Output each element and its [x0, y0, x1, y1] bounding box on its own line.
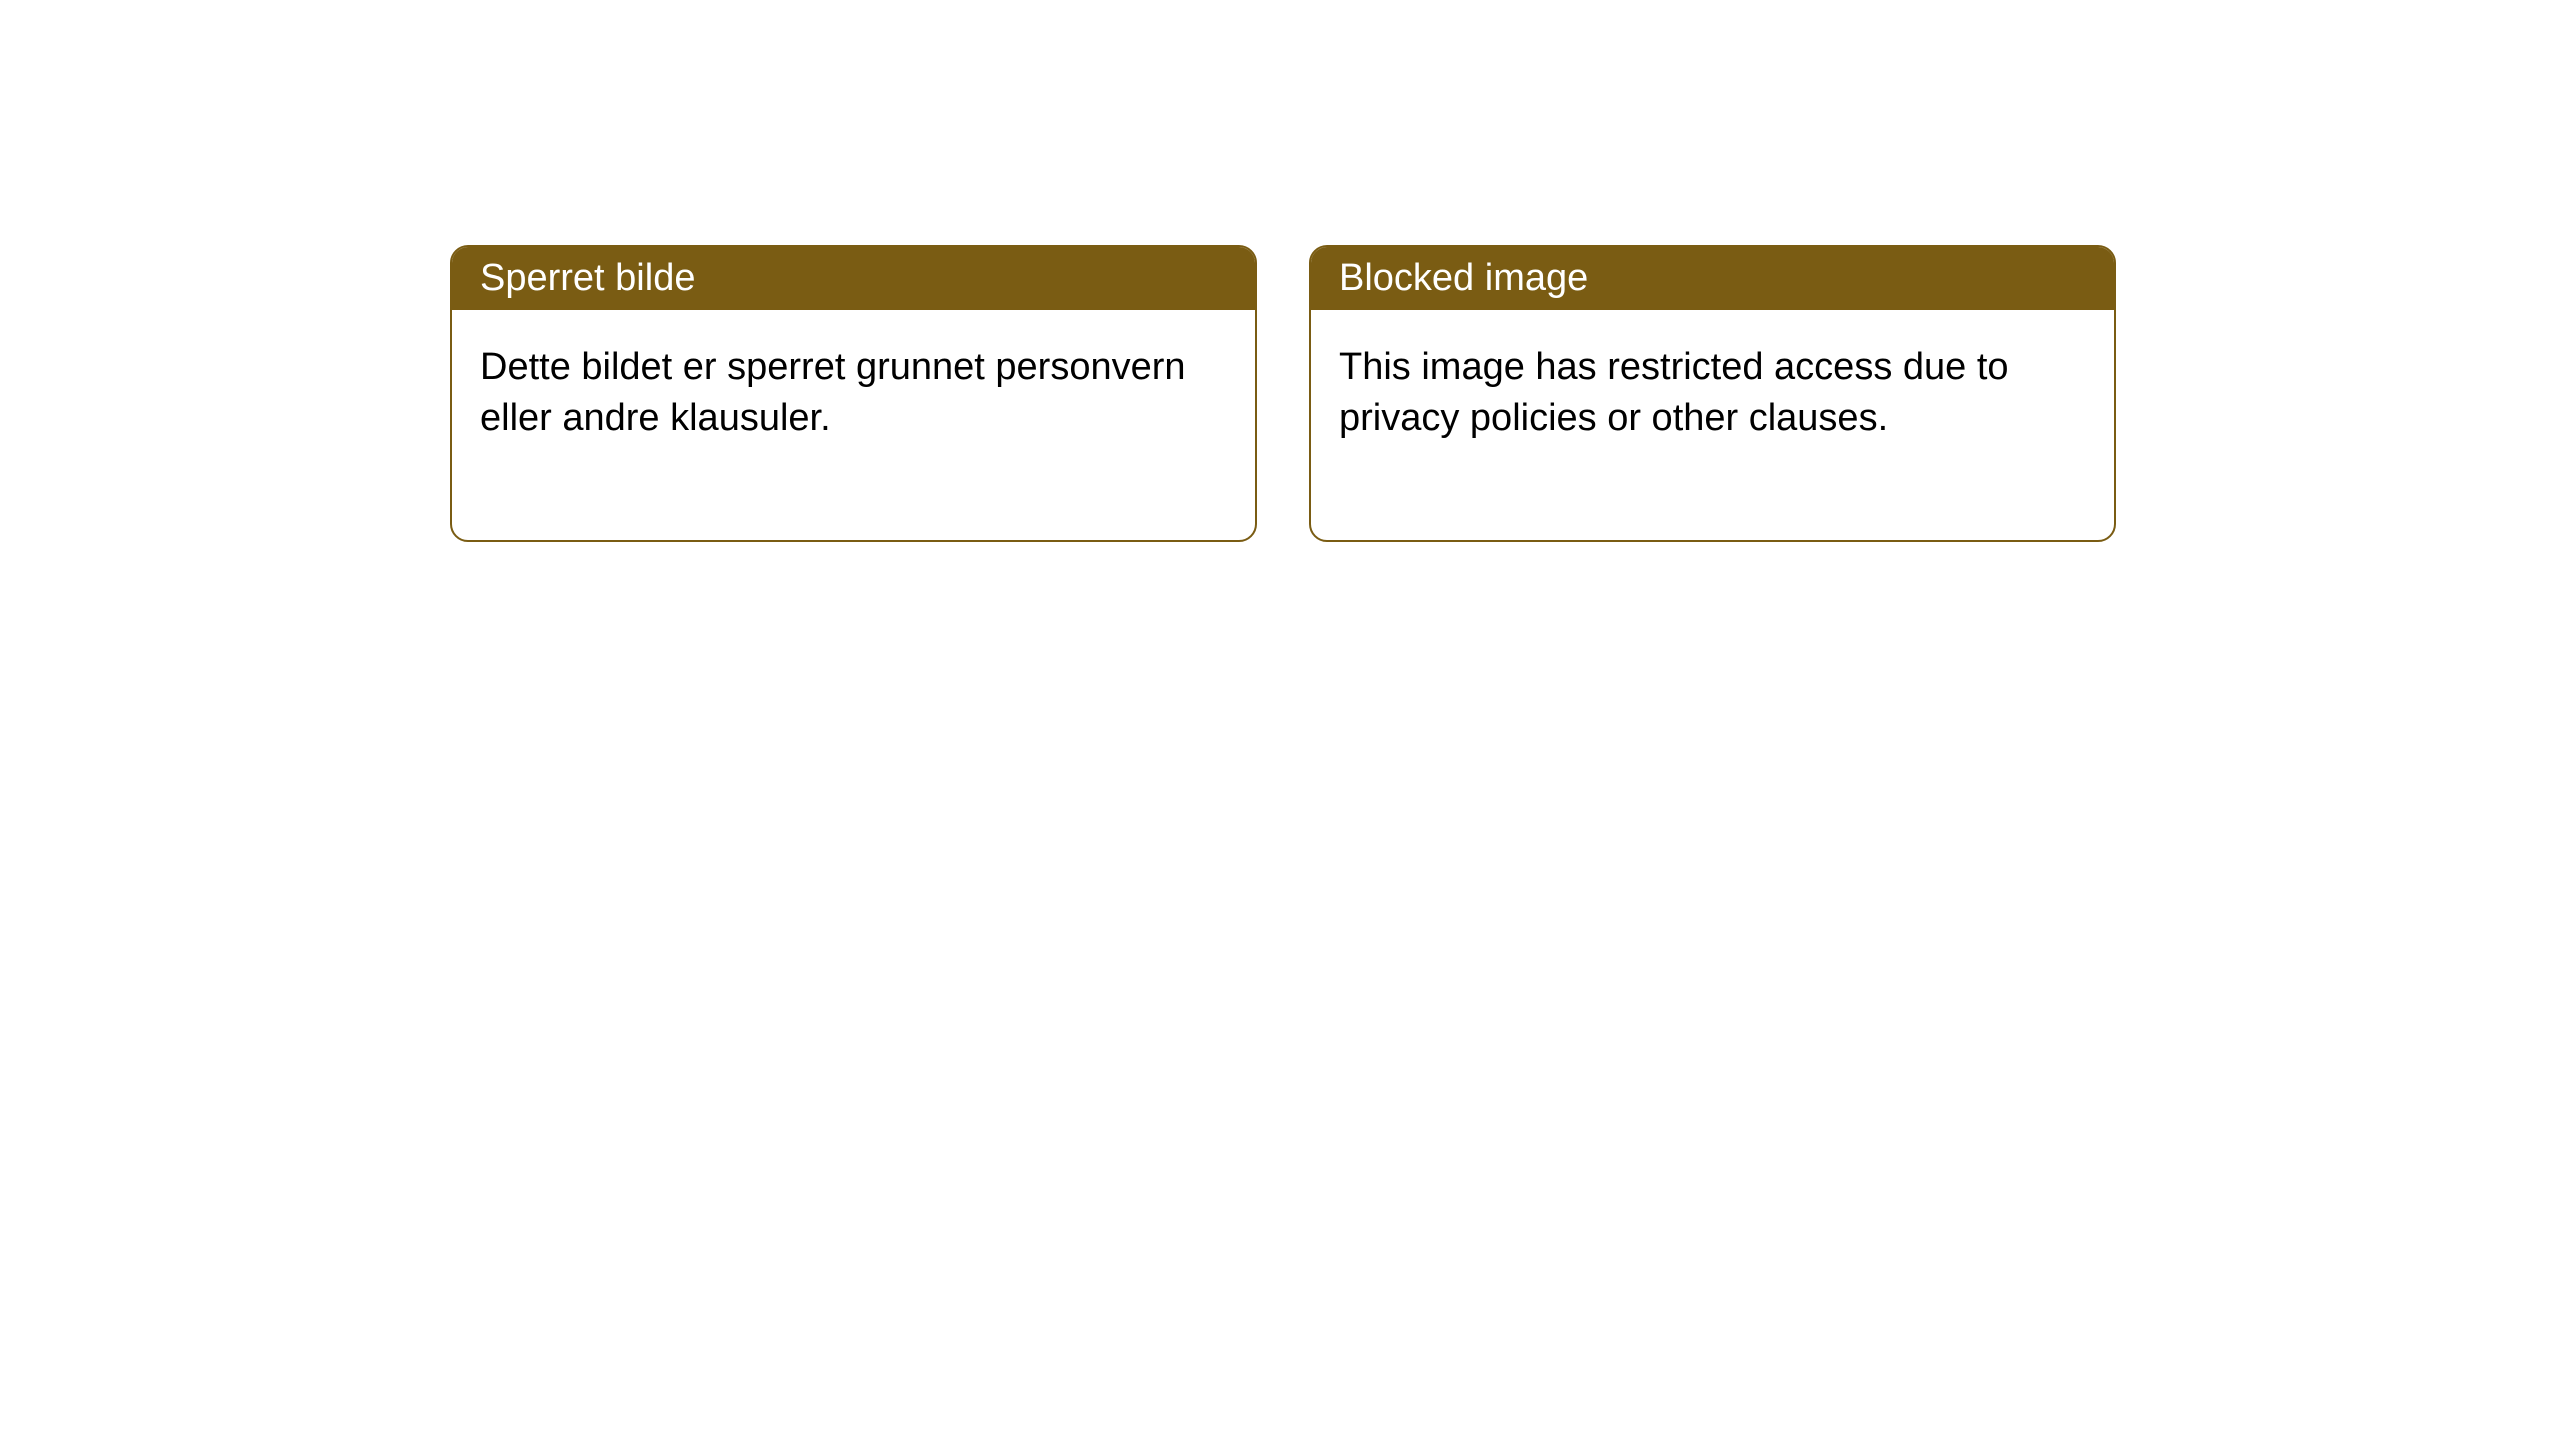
card-header: Blocked image — [1311, 247, 2114, 310]
card-body-text: Dette bildet er sperret grunnet personve… — [480, 346, 1186, 439]
card-title: Sperret bilde — [480, 257, 695, 299]
notice-card-english: Blocked image This image has restricted … — [1309, 245, 2116, 542]
card-body: This image has restricted access due to … — [1311, 310, 2114, 540]
card-body: Dette bildet er sperret grunnet personve… — [452, 310, 1255, 540]
card-header: Sperret bilde — [452, 247, 1255, 310]
card-title: Blocked image — [1339, 257, 1588, 299]
card-body-text: This image has restricted access due to … — [1339, 346, 2009, 439]
notice-container: Sperret bilde Dette bildet er sperret gr… — [0, 0, 2560, 542]
notice-card-norwegian: Sperret bilde Dette bildet er sperret gr… — [450, 245, 1257, 542]
